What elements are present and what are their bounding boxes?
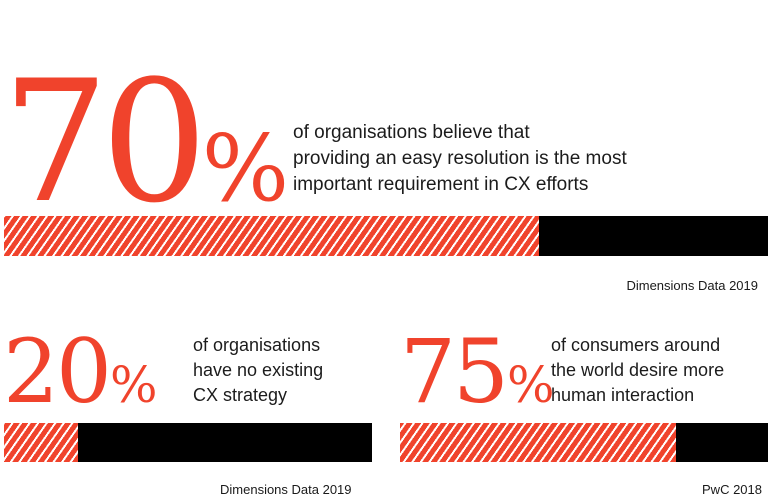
stat-2-bar-fill bbox=[4, 423, 78, 462]
stat-3-bar-fill bbox=[400, 423, 676, 462]
stat-3-value: 75% bbox=[400, 328, 555, 416]
stat-3-description-line: human interaction bbox=[551, 385, 695, 405]
stat-3-number: 75 bbox=[400, 320, 509, 423]
stat-1-description-line: of organisations believe that bbox=[293, 122, 530, 143]
stat-3-description-line: of consumers around bbox=[551, 335, 721, 355]
stat-2-value: 20% bbox=[3, 328, 158, 416]
stat-3-bar-track bbox=[400, 423, 768, 462]
stat-2-description-line: CX strategy bbox=[193, 385, 288, 405]
stat-1-bar-track bbox=[4, 216, 768, 256]
stat-1-description: of organisations believe that providing … bbox=[293, 120, 627, 198]
stat-2-source: Dimensions Data 2019 bbox=[220, 482, 352, 497]
stat-2-number: 20 bbox=[3, 320, 112, 423]
stat-2-description-line: have no existing bbox=[193, 360, 324, 380]
stat-1-description-line: important requirement in CX efforts bbox=[293, 174, 589, 195]
stat-1-number: 70 bbox=[2, 44, 208, 240]
stat-1-bar-fill bbox=[4, 216, 539, 256]
stat-3-description-line: the world desire more bbox=[551, 360, 725, 380]
stat-3-source: PwC 2018 bbox=[702, 482, 762, 497]
stat-2-description: of organisations have no existing CX str… bbox=[193, 333, 323, 408]
stat-1-description-line: providing an easy resolution is the most bbox=[293, 148, 627, 169]
stat-2-bar-track bbox=[4, 423, 372, 462]
stat-2-description-line: of organisations bbox=[193, 335, 321, 355]
stat-1-percent-sign: % bbox=[201, 115, 290, 222]
stat-3-description: of consumers around the world desire mor… bbox=[551, 333, 724, 408]
stat-1-source: Dimensions Data 2019 bbox=[626, 278, 758, 293]
stat-2-percent-sign: % bbox=[109, 356, 158, 414]
stat-1-value: 70% bbox=[2, 58, 289, 226]
stat-3-percent-sign: % bbox=[506, 356, 555, 414]
